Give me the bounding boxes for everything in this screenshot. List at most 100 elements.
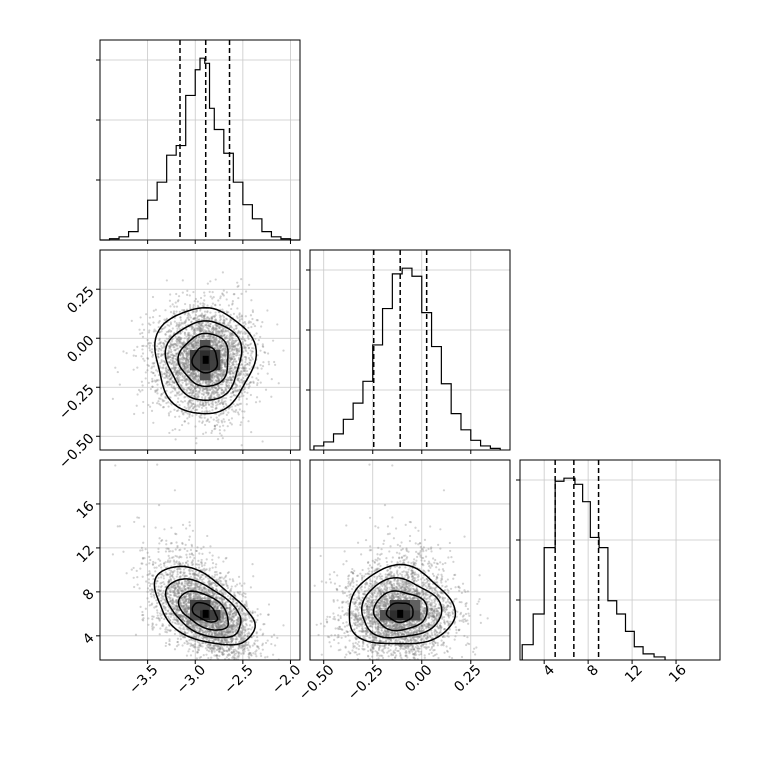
sample-point [198, 391, 201, 394]
sample-point [212, 330, 215, 333]
sample-point [220, 377, 223, 380]
sample-point [229, 347, 232, 350]
sample-point [224, 386, 227, 390]
sample-point [205, 330, 208, 333]
sample-point [192, 344, 195, 347]
sample-point [158, 341, 162, 344]
sample-point [150, 603, 153, 606]
sample-point [233, 367, 236, 370]
sample-point [161, 406, 165, 409]
sample-point [191, 343, 194, 346]
sample-point [232, 358, 235, 361]
sample-point [249, 321, 252, 324]
sample-point [158, 618, 161, 621]
sample-point [256, 618, 259, 622]
sample-point [184, 367, 187, 370]
sample-point [215, 404, 218, 407]
sample-point [225, 413, 228, 417]
sample-point [152, 371, 155, 375]
sample-point [188, 344, 191, 348]
sample-point [175, 339, 178, 343]
sample-point [190, 401, 193, 405]
sample-point [202, 334, 206, 337]
sample-point [169, 559, 172, 562]
sample-point [154, 330, 157, 333]
sample-point [204, 323, 208, 327]
sample-point [262, 666, 264, 668]
sample-point [169, 305, 172, 308]
sample-point [175, 609, 178, 612]
sample-point [218, 402, 221, 406]
sample-point [233, 357, 236, 360]
sample-point [191, 311, 194, 314]
sample-point [244, 628, 247, 631]
sample-point [220, 386, 223, 390]
sample-point [208, 420, 211, 423]
sample-point [208, 387, 211, 390]
sample-point [184, 378, 187, 381]
sample-point [215, 370, 218, 373]
sample-point [213, 371, 216, 374]
sample-point [175, 357, 178, 360]
sample-point [216, 342, 219, 346]
sample-point [234, 347, 237, 350]
sample-point [221, 613, 224, 616]
sample-point [232, 312, 236, 315]
sample-point [197, 314, 201, 317]
sample-point [213, 385, 216, 389]
sample-point [203, 314, 206, 317]
sample-point [206, 630, 209, 633]
sample-point [178, 341, 181, 344]
sample-point [228, 331, 231, 334]
sample-point [191, 325, 194, 329]
sample-point [222, 327, 225, 330]
sample-point [193, 386, 196, 389]
sample-point [187, 337, 190, 341]
sample-point [218, 576, 221, 579]
sample-point [197, 324, 200, 328]
sample-point [150, 367, 153, 370]
sample-point [226, 336, 229, 340]
sample-point [183, 366, 186, 369]
sample-point [228, 347, 231, 350]
sample-point [223, 333, 226, 336]
sample-point [130, 568, 133, 571]
sample-point [199, 644, 202, 647]
sample-point [233, 339, 236, 342]
sample-point [209, 330, 212, 334]
sample-point [177, 299, 180, 302]
sample-point [198, 420, 201, 423]
sample-point [237, 403, 240, 407]
sample-point [185, 370, 188, 373]
sample-point [165, 279, 168, 282]
sample-point [219, 671, 221, 673]
sample-point [234, 327, 238, 330]
sample-point [241, 410, 244, 413]
sample-point [230, 355, 233, 358]
sample-point [224, 363, 227, 367]
sample-point [244, 339, 247, 342]
sample-point [216, 395, 220, 398]
sample-point [192, 345, 195, 348]
sample-point [181, 644, 184, 647]
sample-point [227, 342, 230, 345]
sample-point [255, 396, 259, 399]
sample-point [210, 328, 213, 331]
sample-point [248, 361, 251, 364]
sample-point [208, 596, 211, 600]
sample-point [227, 370, 230, 374]
sample-point [216, 344, 219, 347]
sample-point [189, 373, 193, 377]
sample-point [210, 317, 213, 320]
sample-point [238, 318, 241, 321]
sample-point [221, 634, 224, 637]
sample-point [185, 350, 188, 353]
sample-point [223, 344, 226, 347]
sample-point [171, 343, 175, 346]
sample-point [194, 387, 197, 390]
sample-point [243, 644, 246, 647]
sample-point [220, 366, 223, 369]
sample-point [185, 602, 188, 606]
sample-point [230, 640, 233, 643]
sample-point [211, 327, 214, 330]
